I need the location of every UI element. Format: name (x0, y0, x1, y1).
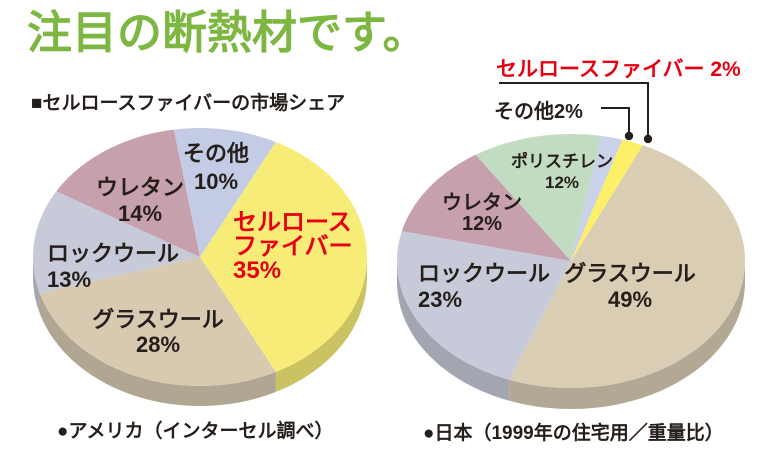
us-label-rock-wool-line: ロックウール (47, 241, 180, 266)
japan-label-urethane-line: ウレタン (442, 192, 522, 214)
callout-other-line (601, 107, 630, 136)
us-label-urethane-line: ウレタン (95, 175, 185, 200)
japan-pie-slice-rock-wool (397, 231, 571, 380)
callout-cellulose-fiber-text: セルロースファイバー 2% (496, 58, 741, 81)
us-label-glass-wool-line: 28% (135, 332, 181, 357)
japan-label-urethane-line: 12% (461, 213, 503, 235)
callout-other-text: その他2% (494, 101, 583, 123)
us-label-urethane: ウレタン 14% (96, 175, 184, 227)
callout-cellulose-fiber-line (499, 82, 649, 139)
japan-label-rock-wool-line: 23% (418, 287, 463, 312)
us-label-cellulose-fiber: セルロース ファイバー 35% (233, 211, 353, 283)
us-label-other-line: 10% (193, 169, 239, 194)
japan-label-rock-wool-line: ロックウール (418, 261, 551, 286)
us-pie-slice-rock-wool (33, 191, 200, 293)
us-label-other-line: その他 (182, 141, 250, 166)
japan-pie-slice-other (571, 135, 623, 261)
japan-label-polystyrene-line: 12% (544, 173, 580, 192)
page-title: 注目の断熱材です。 (27, 6, 428, 59)
us-pie-slice-urethane (56, 129, 200, 257)
japan-pie-slice-cellulose-fiber (571, 139, 643, 261)
japan-label-glass-wool-line: グラスウール (564, 261, 696, 286)
us-label-rock-wool: ロックウール 13% (47, 241, 179, 293)
us-label-other: その他 10% (183, 140, 249, 196)
japan-pie-side-rock-wool (397, 261, 510, 401)
caption-japan: ●日本（1999年の住宅用／重量比） (423, 423, 724, 444)
section-heading: ■セルロースファイバーの市場シェア (31, 93, 346, 114)
caption-america: ●アメリカ（インターセル調べ） (57, 421, 334, 442)
japan-pie-side-glass-wool (509, 261, 745, 409)
us-label-cellulose-fiber-line: セルロース (233, 209, 352, 236)
us-label-rock-wool-line: 13% (47, 267, 92, 292)
japan-pie-slice-polystyrene (475, 134, 602, 261)
us-label-glass-wool: グラスウール 28% (92, 307, 224, 357)
japan-label-polystyrene-line: ポリスチレン (511, 152, 613, 171)
callout-other-dot (624, 131, 634, 141)
japan-label-glass-wool: グラスウール 49% (564, 261, 696, 313)
us-pie-slice-cellulose-fiber (200, 142, 367, 372)
callout-cellulose-fiber-dot (643, 134, 653, 144)
japan-label-glass-wool-line: 49% (607, 287, 653, 312)
us-pie-side-cellulose-fiber (275, 257, 367, 392)
japan-label-rock-wool: ロックウール 23% (418, 261, 550, 313)
us-label-cellulose-fiber-line: ファイバー (233, 233, 353, 260)
us-label-cellulose-fiber-line: 35% (233, 257, 282, 284)
japan-label-urethane: ウレタン 12% (442, 193, 522, 235)
us-pie-slice-other (173, 128, 276, 257)
us-pie-side-glass-wool (39, 293, 276, 406)
us-pie-slice-glass-wool (39, 257, 276, 386)
us-pie-side-rock-wool (33, 257, 40, 313)
japan-label-polystyrene: ポリスチレン 12% (511, 151, 613, 193)
us-label-urethane-line: 14% (117, 201, 163, 226)
japan-pie-slice-urethane (401, 154, 571, 261)
us-label-glass-wool-line: グラスウール (92, 307, 224, 332)
japan-pie-slice-glass-wool (509, 145, 745, 388)
